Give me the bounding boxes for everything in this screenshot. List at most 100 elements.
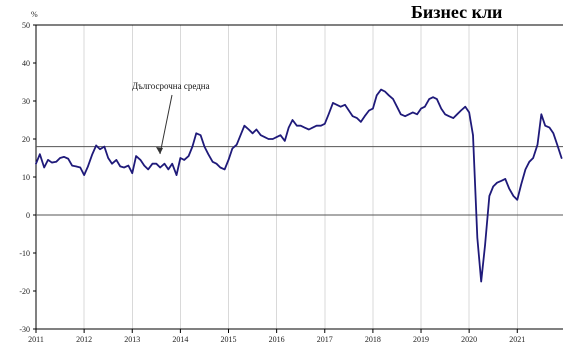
data-point	[187, 155, 190, 157]
data-point	[119, 165, 121, 167]
x-tick-label: 2015	[221, 335, 237, 344]
data-point	[39, 153, 41, 155]
data-point	[248, 128, 250, 131]
data-point	[131, 172, 133, 174]
data-point	[167, 168, 169, 170]
data-point	[404, 115, 406, 117]
data-point	[536, 144, 539, 146]
data-point	[516, 199, 518, 201]
data-point	[352, 115, 354, 117]
x-tick-label: 2012	[76, 335, 92, 344]
data-point	[344, 104, 346, 106]
data-point	[159, 166, 161, 169]
data-point	[163, 163, 166, 165]
data-point	[203, 146, 206, 148]
data-point	[215, 163, 218, 165]
data-point	[95, 144, 97, 147]
data-point	[123, 166, 125, 169]
data-point	[171, 163, 173, 165]
data-point	[380, 89, 382, 91]
data-point	[480, 280, 482, 283]
data-point	[99, 148, 101, 150]
data-point	[424, 106, 426, 108]
data-point	[191, 146, 194, 148]
data-point	[279, 134, 282, 136]
data-point	[239, 134, 242, 136]
data-point	[47, 159, 49, 161]
data-point	[75, 165, 77, 167]
data-point	[320, 125, 322, 127]
data-point	[303, 127, 306, 129]
data-point	[436, 98, 438, 100]
x-tick-label: 2011	[28, 335, 44, 344]
data-point	[408, 113, 410, 115]
data-point	[83, 174, 85, 176]
data-point	[236, 144, 238, 146]
data-point	[340, 106, 342, 108]
data-point	[412, 111, 414, 113]
data-point	[464, 106, 466, 108]
data-point	[508, 187, 510, 189]
data-point	[456, 113, 458, 115]
data-point	[388, 94, 390, 96]
data-point	[472, 134, 474, 136]
data-point	[200, 134, 202, 136]
y-tick-label: 50	[22, 21, 30, 30]
data-point	[55, 161, 57, 163]
data-point	[87, 165, 89, 167]
x-tick-label: 2020	[461, 335, 477, 344]
data-point	[372, 108, 374, 110]
data-point	[127, 165, 130, 167]
data-point	[143, 165, 145, 167]
data-point	[251, 132, 254, 134]
x-tick-label: 2021	[509, 335, 525, 344]
data-point	[300, 125, 302, 127]
data-point	[111, 163, 113, 165]
data-point	[276, 136, 278, 138]
data-point	[476, 237, 478, 239]
data-point	[79, 166, 81, 169]
long-term-average-label: Дългосрочна средна	[132, 81, 210, 91]
data-point	[324, 123, 326, 125]
data-point	[183, 159, 185, 161]
data-point	[212, 161, 214, 163]
data-point	[291, 119, 294, 121]
data-point	[440, 108, 442, 110]
x-tick-label: 2013	[124, 335, 140, 344]
data-point	[532, 157, 534, 159]
data-point	[179, 157, 181, 159]
annotation-arrowhead	[156, 147, 163, 154]
data-point	[63, 156, 65, 158]
data-point	[227, 159, 230, 161]
data-point	[368, 109, 370, 112]
data-point	[224, 168, 226, 170]
data-point	[107, 157, 109, 159]
y-tick-label: -30	[19, 325, 30, 334]
data-point	[328, 113, 330, 115]
data-point	[255, 128, 258, 131]
y-tick-label: 20	[22, 135, 30, 144]
data-point	[35, 163, 37, 165]
data-point	[540, 113, 542, 115]
data-point	[115, 159, 117, 161]
data-point	[556, 144, 558, 146]
data-point	[296, 125, 298, 127]
data-point	[552, 132, 554, 134]
data-point	[428, 98, 430, 100]
data-point	[504, 178, 506, 180]
data-point	[71, 165, 73, 167]
data-point	[496, 182, 498, 184]
data-point	[272, 138, 274, 140]
series-line-0	[35, 88, 563, 283]
data-point	[243, 125, 245, 127]
y-tick-label: -10	[19, 249, 30, 258]
data-point	[51, 161, 53, 164]
data-point	[364, 115, 366, 117]
data-point	[376, 94, 378, 96]
data-point	[135, 155, 137, 157]
data-point	[484, 244, 486, 246]
data-point	[264, 136, 266, 138]
data-point	[492, 185, 494, 188]
data-point	[103, 146, 105, 148]
